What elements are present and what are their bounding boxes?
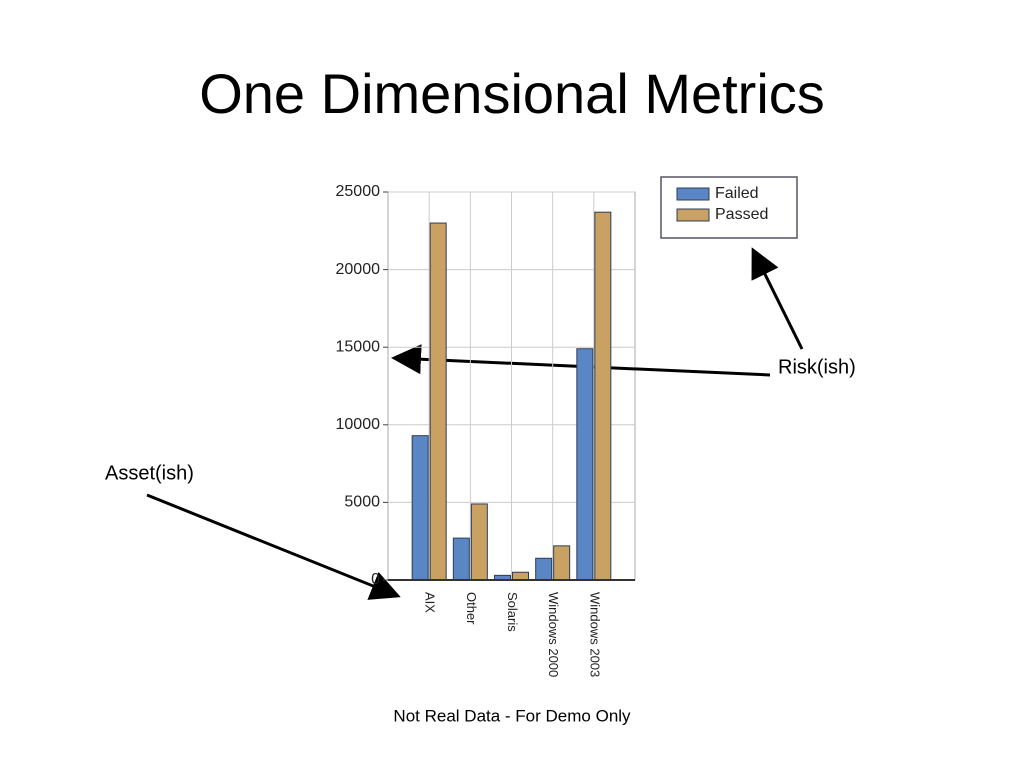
y-tick-label: 25000 xyxy=(336,183,381,200)
bar xyxy=(553,545,571,581)
x-tick-label: Solaris xyxy=(505,592,520,632)
x-tick-label: AIX xyxy=(423,592,438,613)
legend-swatch xyxy=(676,208,710,222)
bar xyxy=(470,503,488,581)
bar xyxy=(411,435,429,581)
legend-box xyxy=(660,176,798,239)
bar xyxy=(512,571,529,581)
x-tick-label: Windows 2003 xyxy=(587,592,602,677)
y-tick-label: 10000 xyxy=(336,416,381,433)
footnote: Not Real Data - For Demo Only xyxy=(393,706,631,725)
bar xyxy=(576,348,594,581)
x-tick-label: Windows 2000 xyxy=(546,592,561,677)
y-tick-label: 15000 xyxy=(336,338,381,355)
x-tick-label: Other xyxy=(464,592,479,625)
arrow xyxy=(751,247,804,350)
arrow xyxy=(146,493,401,600)
bar xyxy=(594,211,612,581)
y-tick-label: 0 xyxy=(371,571,380,588)
bar xyxy=(452,537,470,581)
bar xyxy=(429,222,447,581)
legend-swatch xyxy=(676,187,710,201)
y-tick-label: 20000 xyxy=(336,261,381,278)
legend-label: Failed xyxy=(715,185,759,202)
bar xyxy=(535,557,553,581)
slide-title: One Dimensional Metrics xyxy=(199,62,825,125)
annotation: Risk(ish) xyxy=(778,356,856,378)
legend-label: Passed xyxy=(715,206,768,223)
y-tick-label: 5000 xyxy=(344,494,380,511)
annotation: Asset(ish) xyxy=(105,462,194,484)
